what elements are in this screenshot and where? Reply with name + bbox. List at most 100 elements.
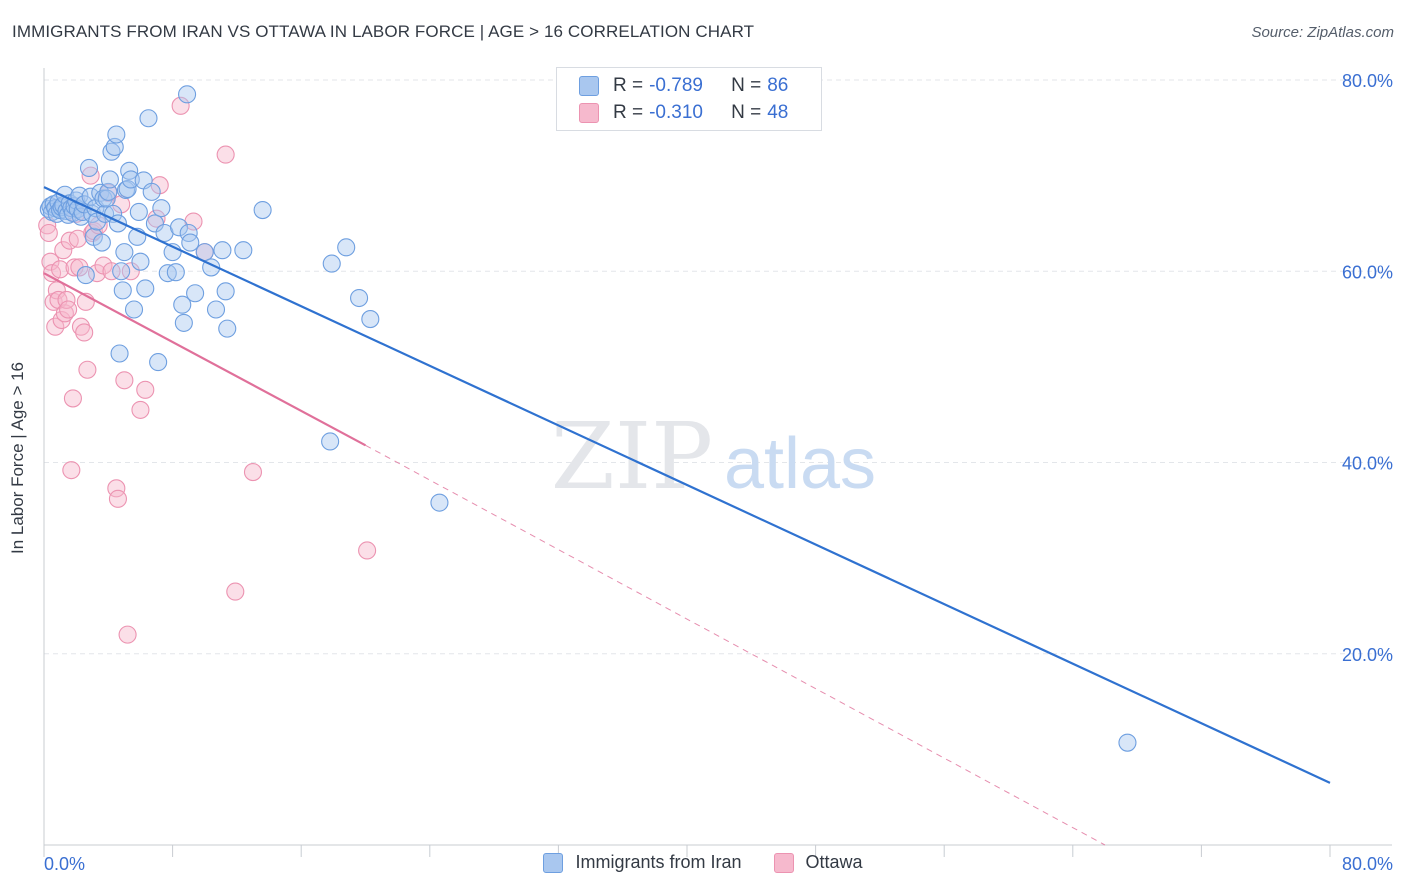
tick-labels: 20.0% 40.0% 60.0% 80.0% 0.0% 80.0% (44, 71, 1393, 874)
legend-r-value: -0.310 (649, 102, 703, 123)
data-point-iran (97, 189, 116, 208)
x-tick-label: 0.0% (44, 854, 85, 874)
chart-title: IMMIGRANTS FROM IRAN VS OTTAWA IN LABOR … (12, 22, 755, 41)
legend-r-label: R = (613, 102, 644, 123)
data-point-iran (136, 279, 155, 298)
data-point-iran (234, 241, 253, 260)
data-point-ottawa (70, 258, 89, 277)
watermark-zip: ZIP (551, 403, 713, 510)
x-tick-label: 80.0% (1342, 854, 1393, 874)
data-point-iran (206, 300, 226, 319)
legend-n-value: 48 (767, 102, 789, 123)
legend-swatch-pink (773, 852, 794, 873)
legend-label-ottawa: Ottawa (805, 852, 863, 872)
data-point-ottawa (46, 317, 65, 336)
data-point-iran (79, 158, 99, 178)
data-point-ottawa (108, 489, 127, 508)
data-point-iran (181, 233, 200, 252)
data-point-iran (139, 109, 158, 128)
data-point-iran (145, 214, 164, 233)
data-point-iran (321, 432, 340, 451)
data-point-iran (174, 313, 193, 332)
data-point-iran (92, 233, 111, 252)
data-point-iran (179, 223, 198, 243)
data-point-ottawa (41, 252, 60, 271)
data-point-ottawa (87, 264, 107, 283)
data-point-iran (253, 201, 272, 220)
y-tick-label: 60.0% (1342, 262, 1393, 282)
legend-n-label: N = (731, 102, 762, 123)
data-point-iran (131, 252, 150, 271)
grid-lines (44, 79, 1392, 655)
data-point-iran (350, 288, 369, 308)
data-point-ottawa (62, 461, 81, 480)
legend-row-iran: R = -0.789 N = 86 (579, 73, 788, 99)
trend-line-ottawa (43, 272, 367, 447)
data-point-ottawa (171, 96, 190, 115)
data-point-iran (322, 254, 341, 273)
data-point-ottawa (81, 166, 100, 185)
axes (43, 68, 1392, 857)
legend-n-value: 86 (767, 75, 789, 96)
legend-item-iran[interactable]: Immigrants from Iran (543, 852, 742, 873)
trend-line-iran (43, 186, 1331, 784)
data-point-iran (178, 85, 197, 104)
legend-item-ottawa[interactable]: Ottawa (773, 852, 863, 873)
data-point-iran (102, 142, 121, 161)
data-point-iran (361, 310, 380, 329)
data-point-iran (337, 238, 356, 257)
legend-label-iran: Immigrants from Iran (575, 852, 742, 872)
data-point-iran (216, 282, 235, 301)
data-point-iran (169, 218, 189, 237)
data-point-iran (152, 199, 171, 218)
data-point-ottawa (78, 360, 97, 379)
legend-swatch-blue (543, 852, 564, 873)
data-point-ottawa (131, 400, 150, 419)
data-point-iran (173, 295, 192, 314)
data-point-ottawa (51, 260, 70, 279)
watermark-atlas: atlas (724, 424, 876, 504)
data-point-ottawa (102, 262, 121, 281)
data-point-iran (213, 241, 232, 260)
data-point-iran (186, 284, 205, 303)
data-point-iran (149, 353, 168, 372)
data-point-iran (118, 179, 137, 199)
data-point-iran (116, 180, 136, 200)
y-tick-label: 80.0% (1342, 71, 1393, 91)
trend-line-ottawa-extension (365, 444, 1106, 846)
stats-legend: R = -0.789 N = 86 R = -0.310 N = 48 (556, 67, 822, 131)
watermark: ZIP atlas (551, 403, 876, 510)
data-point-ottawa (75, 323, 94, 342)
data-point-ottawa (54, 241, 73, 260)
data-point-ottawa (57, 290, 76, 309)
legend-r-label: R = (613, 75, 644, 96)
legend-n-label: N = (731, 75, 762, 96)
data-point-ottawa (63, 389, 82, 408)
series-legend: Immigrants from Iran Ottawa (0, 852, 1406, 873)
source-label: Source: ZipAtlas.com (1251, 24, 1394, 41)
data-point-iran (430, 493, 449, 512)
data-point-iran (115, 243, 134, 262)
data-point-iran (112, 262, 131, 281)
data-point-iran (124, 300, 144, 319)
data-point-ottawa (121, 262, 140, 281)
data-point-ottawa (71, 317, 91, 336)
data-point-ottawa (136, 380, 155, 399)
data-point-ottawa (118, 625, 137, 644)
data-point-iran (166, 263, 185, 282)
y-tick-label: 40.0% (1342, 454, 1393, 474)
data-point-iran (100, 170, 119, 189)
iran-points (39, 85, 1137, 752)
data-point-iran (1118, 733, 1137, 752)
data-point-iran (76, 266, 95, 285)
data-point-iran (110, 344, 129, 363)
legend-swatch-pink (579, 103, 599, 123)
data-point-ottawa (226, 582, 245, 601)
data-point-ottawa (243, 463, 263, 482)
data-point-ottawa (47, 281, 66, 300)
y-tick-label: 20.0% (1342, 645, 1393, 665)
trend-lines (43, 186, 1331, 846)
data-point-ottawa (115, 371, 134, 390)
data-point-iran (107, 125, 126, 144)
data-point-iran (142, 182, 161, 201)
